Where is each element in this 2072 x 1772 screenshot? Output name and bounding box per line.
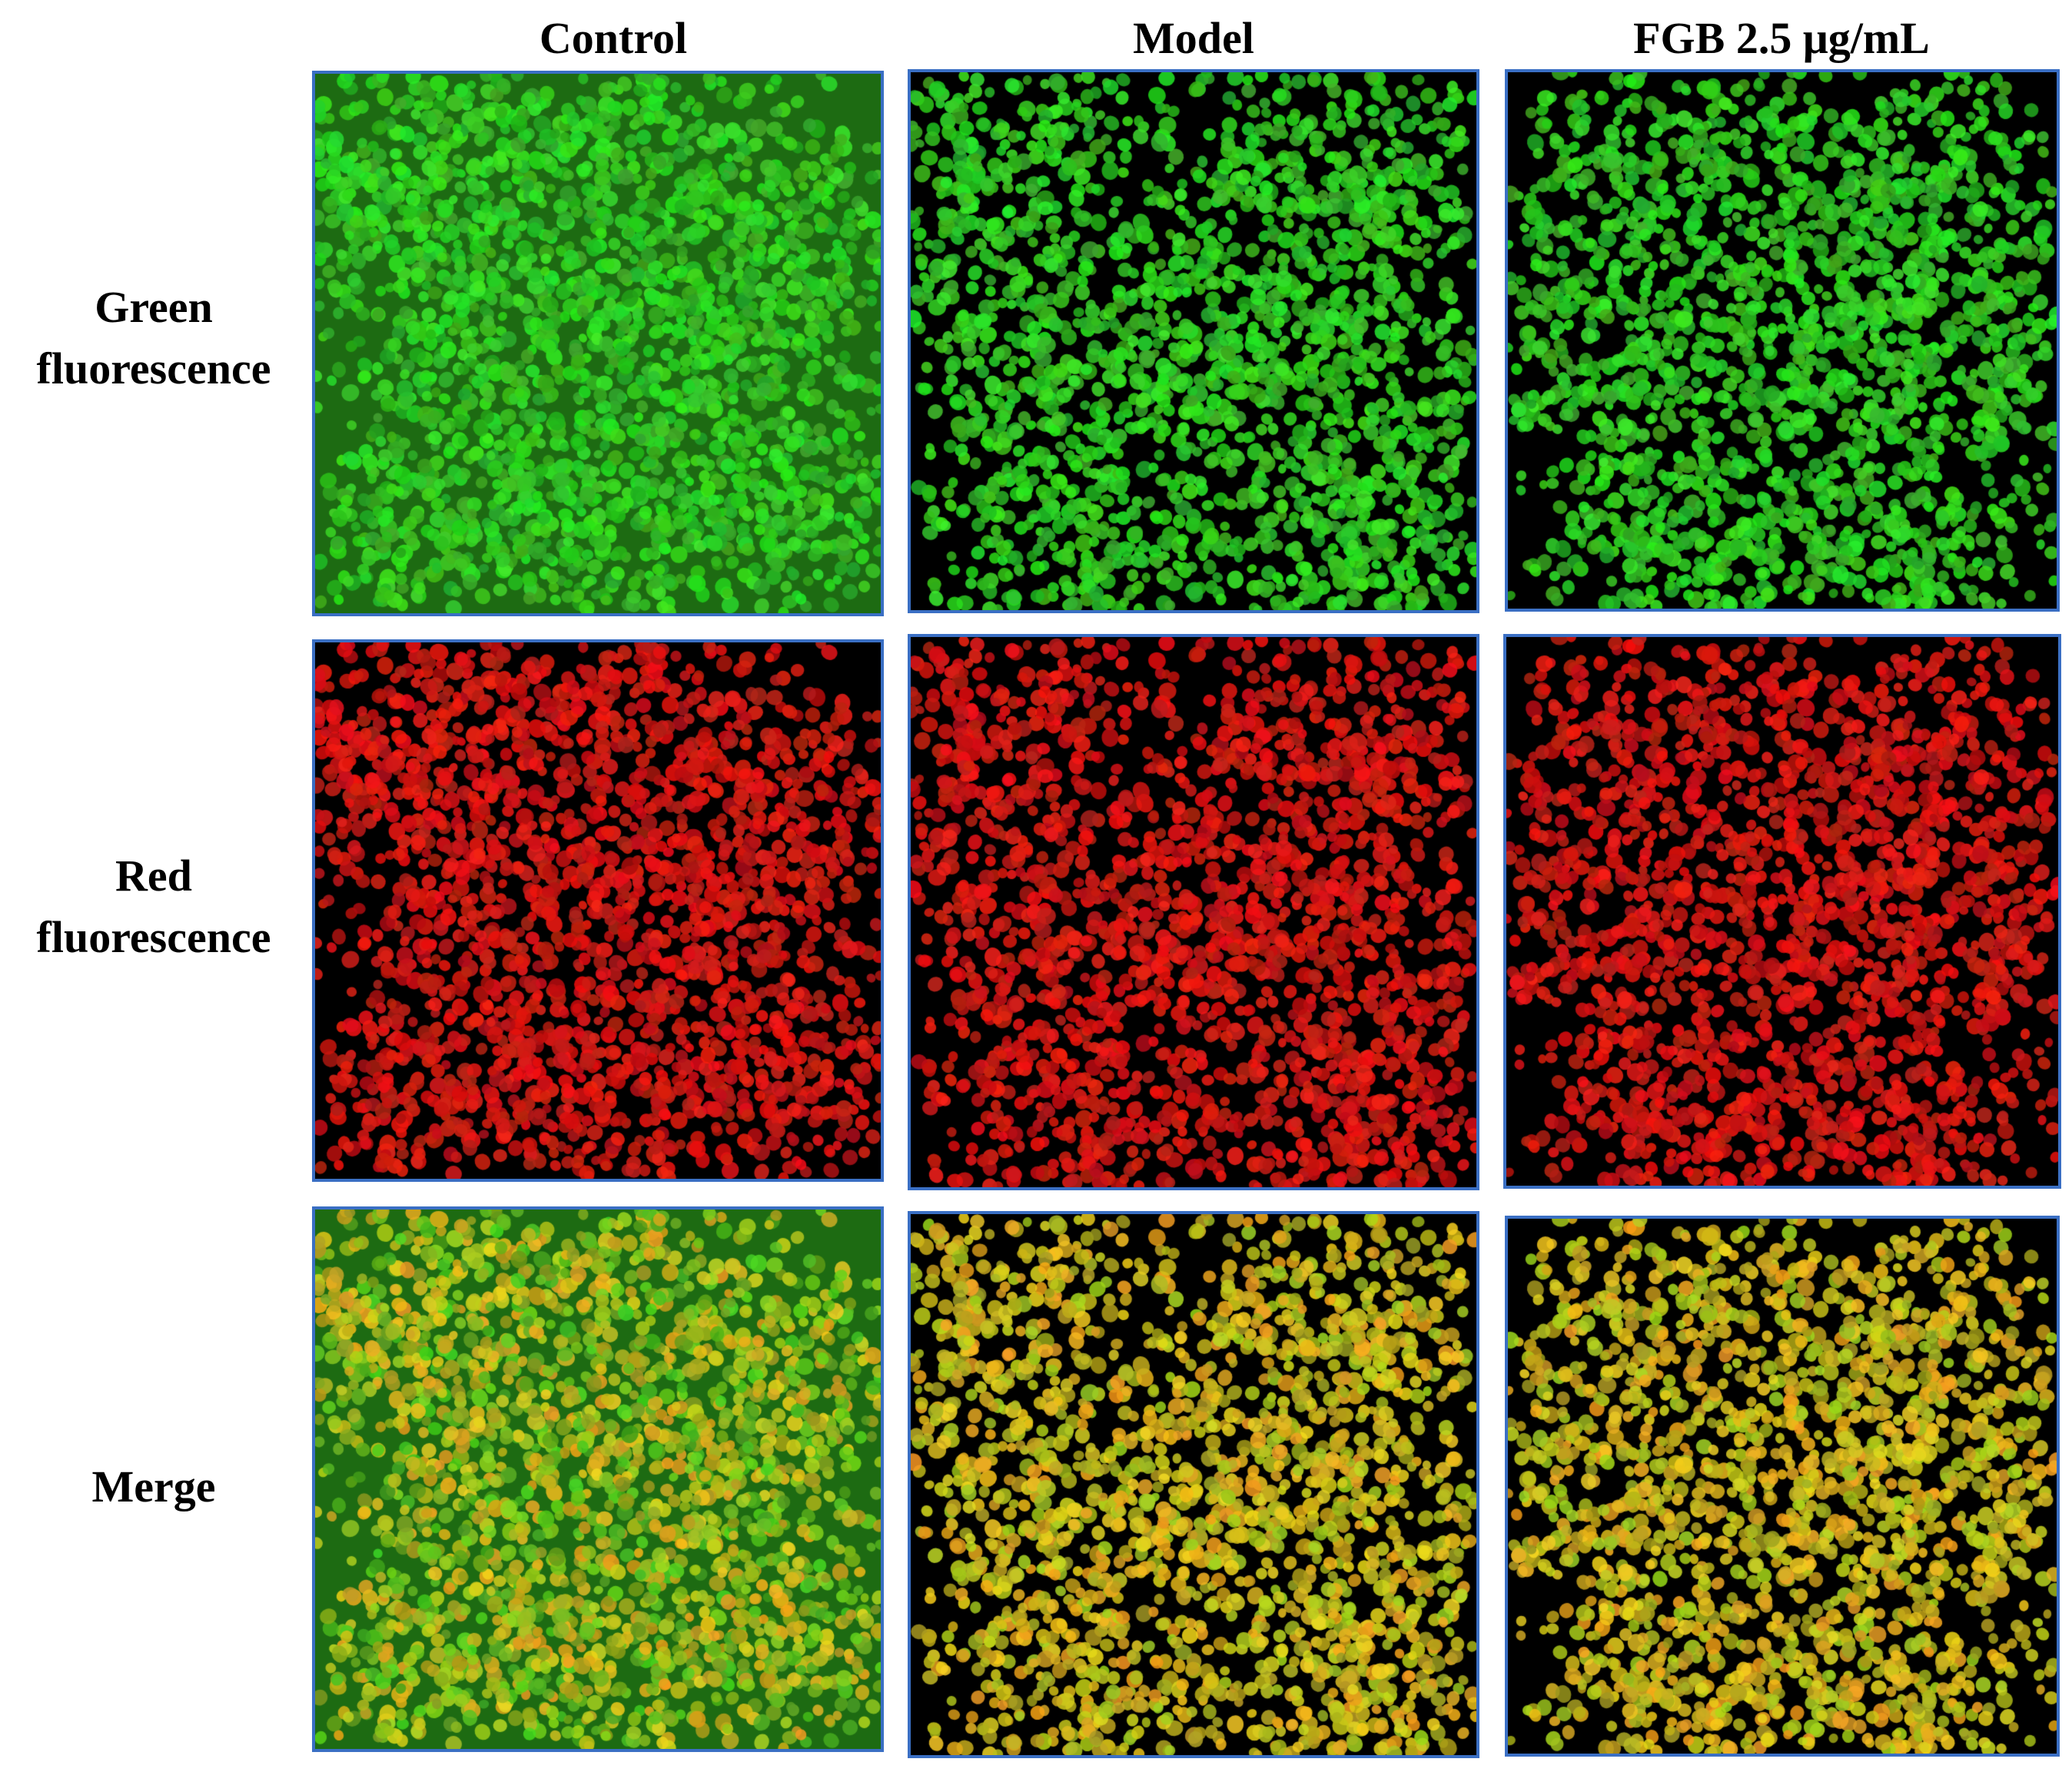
micrograph-control-green (312, 71, 884, 616)
row-label-line: fluorescence (36, 343, 271, 393)
micrograph-fgb-merge (1505, 1216, 2060, 1757)
row-label-line: Merge (91, 1462, 216, 1512)
micrograph-model-merge (908, 1211, 1479, 1758)
micrograph-model-red (908, 634, 1479, 1190)
micrograph-model-green (908, 69, 1479, 613)
micrograph-fgb-red (1503, 634, 2061, 1189)
column-header-fgb: FGB 2.5 μg/mL (1633, 13, 1930, 63)
row-label-line: Red (115, 851, 192, 901)
row-label-line: fluorescence (36, 912, 271, 962)
micrograph-control-red (312, 639, 884, 1182)
column-header-control: Control (539, 13, 688, 63)
micrograph-control-merge (312, 1206, 884, 1752)
row-label-merge: Merge (0, 1456, 307, 1518)
row-label-green-fluorescence: Green fluorescence (0, 277, 307, 400)
row-label-line: Green (95, 282, 213, 332)
row-label-red-fluorescence: Red fluorescence (0, 845, 307, 968)
micrograph-fgb-green (1505, 69, 2060, 612)
column-header-model: Model (1133, 13, 1254, 63)
